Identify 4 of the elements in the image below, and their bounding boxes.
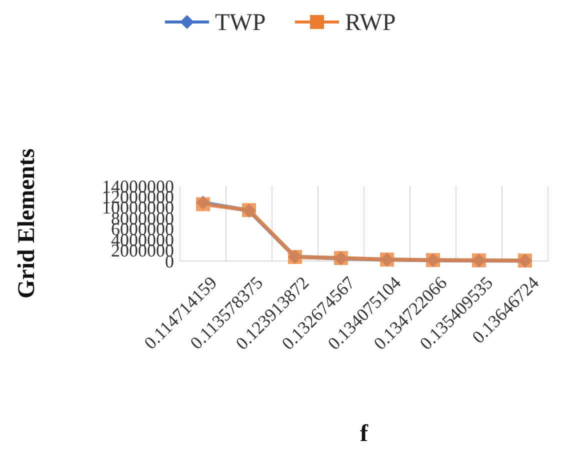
y-axis-title: Grid Elements xyxy=(14,148,40,298)
x-axis-title: f xyxy=(360,421,369,447)
legend-label: TWP xyxy=(215,10,266,36)
legend-label: RWP xyxy=(345,10,396,36)
